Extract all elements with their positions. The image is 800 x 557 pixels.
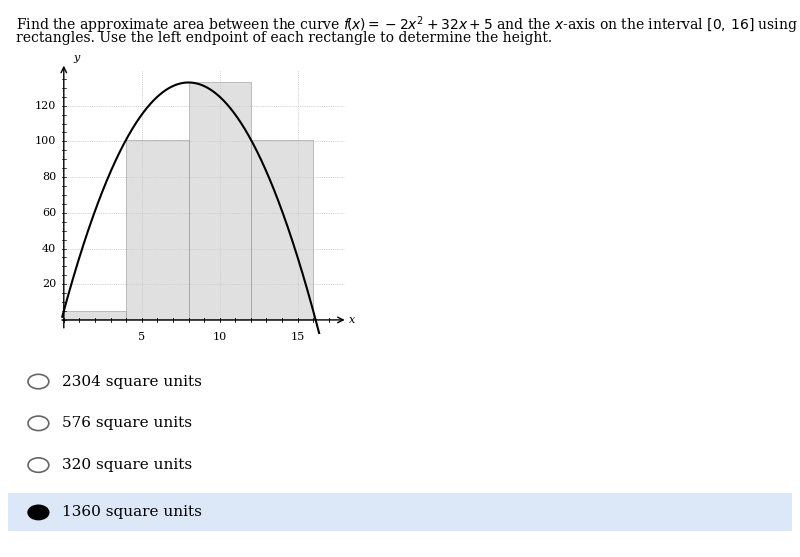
Circle shape — [28, 374, 49, 389]
Circle shape — [28, 416, 49, 431]
Text: 2304 square units: 2304 square units — [62, 374, 202, 389]
Circle shape — [28, 458, 49, 472]
Text: x: x — [349, 315, 355, 325]
Text: 15: 15 — [290, 333, 305, 343]
Text: y: y — [73, 53, 79, 63]
Text: 320 square units: 320 square units — [62, 458, 193, 472]
Text: 120: 120 — [34, 101, 56, 111]
FancyBboxPatch shape — [8, 493, 792, 531]
Text: 576 square units: 576 square units — [62, 416, 193, 431]
Text: 20: 20 — [42, 279, 56, 289]
Circle shape — [28, 505, 49, 520]
Text: 10: 10 — [213, 333, 227, 343]
Bar — [251, 140, 314, 320]
Bar — [126, 140, 189, 320]
Text: 40: 40 — [42, 243, 56, 253]
Text: 80: 80 — [42, 172, 56, 182]
Text: Find the approximate area between the curve $f\!\left(x\right) = -2x^2 + 32x + 5: Find the approximate area between the cu… — [16, 14, 800, 36]
Text: 60: 60 — [42, 208, 56, 218]
Text: 5: 5 — [138, 333, 146, 343]
Text: rectangles. Use the left endpoint of each rectangle to determine the height.: rectangles. Use the left endpoint of eac… — [16, 31, 552, 45]
Bar — [189, 82, 251, 320]
Text: 100: 100 — [34, 136, 56, 146]
Text: 1360 square units: 1360 square units — [62, 505, 202, 520]
Bar — [64, 311, 126, 320]
